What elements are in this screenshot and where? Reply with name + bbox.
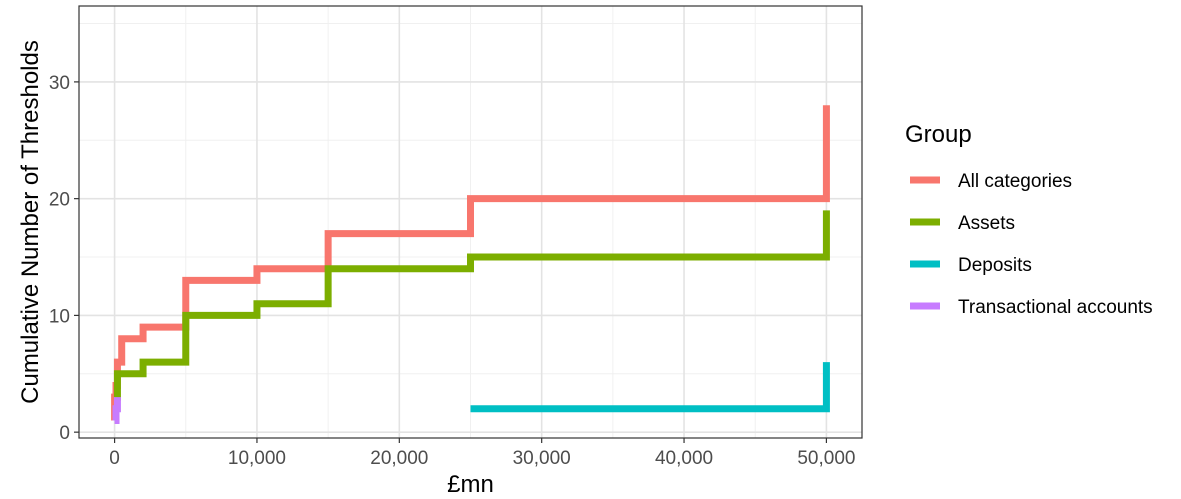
x-axis: 0 10,000 20,000 30,000 40,000 50,000 — [109, 438, 855, 469]
series-line-deposits — [470, 362, 830, 413]
legend-label: Deposits — [958, 255, 1032, 276]
y-tick-label: 30 — [49, 73, 70, 94]
plot-panel-border — [78, 5, 863, 439]
x-tick-label: 20,000 — [370, 448, 428, 469]
series-line-transactional-accounts — [112, 397, 121, 424]
y-axis-title: Cumulative Number of Thresholds — [17, 40, 44, 404]
series-line-assets — [113, 210, 830, 401]
x-tick-label: 30,000 — [513, 448, 571, 469]
legend-label: Transactional accounts — [958, 297, 1153, 318]
legend-label: All categories — [958, 171, 1072, 192]
y-tick-label: 10 — [49, 306, 70, 327]
x-tick-label: 40,000 — [655, 448, 713, 469]
x-axis-title: £mn — [447, 471, 494, 498]
y-axis: 0 10 20 30 — [49, 73, 79, 444]
legend-label: Assets — [958, 213, 1015, 234]
y-tick-label: 20 — [49, 190, 70, 211]
x-tick-label: 10,000 — [228, 448, 286, 469]
legend: Group All categories Assets Deposits Transa… — [905, 121, 1153, 318]
legend-title: Group — [905, 121, 972, 148]
x-tick-label: 0 — [109, 448, 120, 469]
x-tick-label: 50,000 — [797, 448, 855, 469]
series-lines — [111, 105, 830, 424]
y-tick-label: 0 — [59, 423, 70, 444]
